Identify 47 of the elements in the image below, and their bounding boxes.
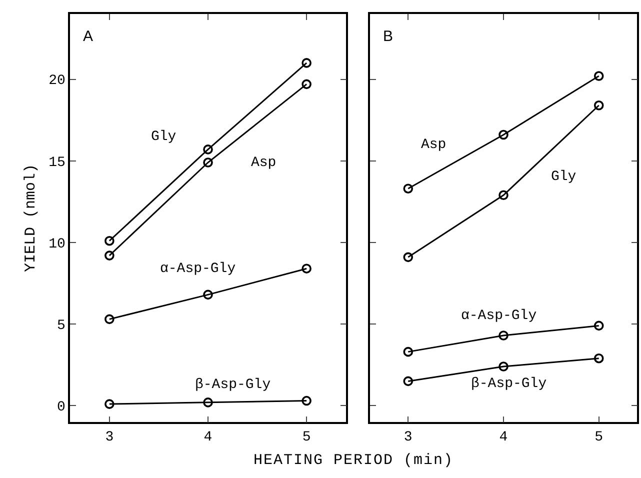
point (104, 314, 114, 324)
x-tick-label: 3 (404, 430, 412, 446)
x-tick-label: 5 (302, 430, 311, 446)
point (403, 252, 414, 262)
x-tick-label: 4 (499, 430, 508, 446)
point (203, 398, 213, 408)
point (498, 190, 508, 200)
y-tick-label: 20 (48, 73, 66, 90)
point (302, 396, 312, 406)
x-tick-label: 5 (594, 430, 604, 446)
point (403, 184, 414, 194)
point (203, 290, 213, 300)
point (302, 264, 312, 274)
series-label: α-Asp-Gly (160, 261, 236, 277)
point (594, 353, 604, 364)
series-label: β-Asp-Gly (195, 377, 271, 393)
text: A (83, 28, 94, 45)
point (594, 320, 604, 331)
series-label: Gly (551, 169, 576, 185)
series-label: Asp (251, 155, 276, 171)
point (104, 250, 114, 260)
x-tick-label: 4 (204, 430, 212, 446)
y-tick-label: 10 (48, 236, 66, 252)
point (203, 158, 213, 168)
point (104, 236, 114, 246)
y-tick-label: 5 (57, 318, 66, 334)
series-label: Gly (151, 129, 176, 145)
point (594, 100, 604, 110)
point (498, 330, 508, 340)
point (302, 58, 312, 68)
y-axis-title: YIELD (nmol) (22, 164, 40, 272)
point (104, 399, 114, 409)
text: B (383, 28, 394, 45)
point (594, 71, 604, 81)
x-axis-title: HEATING PERIOD (min) (252, 452, 455, 469)
y-tick-label: 15 (48, 154, 66, 171)
point (498, 362, 508, 372)
point (203, 144, 213, 154)
point (302, 79, 312, 90)
y-tick-label: 0 (57, 400, 66, 416)
x-tick-label: 3 (105, 430, 114, 446)
series-label: Asp (421, 137, 446, 153)
series-label: α-Asp-Gly (461, 308, 537, 324)
point (498, 130, 508, 140)
point (403, 376, 414, 386)
point (403, 346, 414, 357)
series-label: β-Asp-Gly (471, 376, 547, 392)
